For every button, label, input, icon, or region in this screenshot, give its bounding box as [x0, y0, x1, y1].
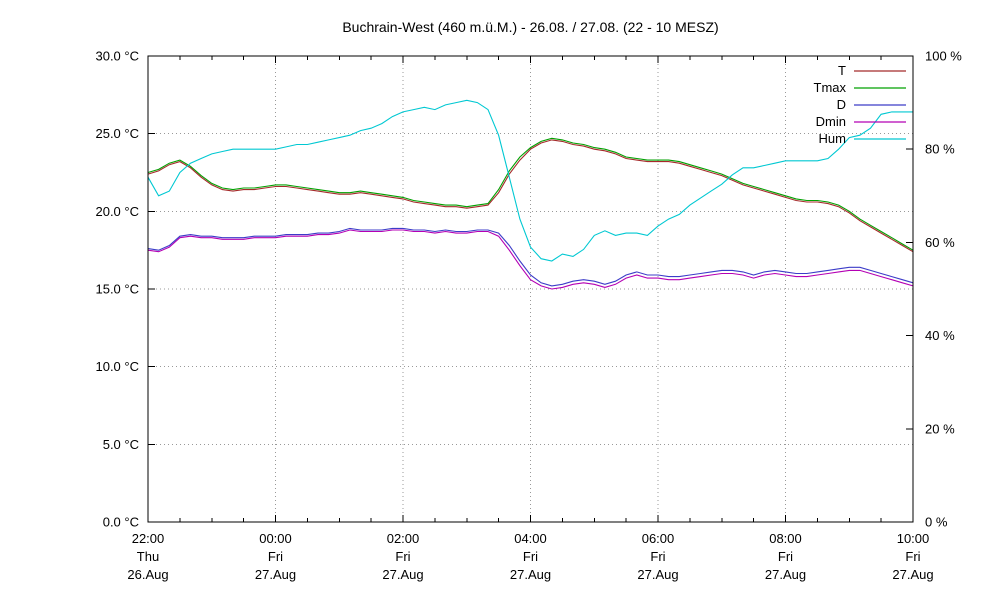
svg-text:Fri: Fri: [905, 549, 920, 564]
svg-text:27.Aug: 27.Aug: [382, 567, 423, 582]
svg-text:Fri: Fri: [650, 549, 665, 564]
series-Dmin: [147, 229, 914, 290]
svg-text:T: T: [838, 63, 846, 78]
svg-text:Tmax: Tmax: [814, 80, 847, 95]
series-T: [147, 139, 914, 253]
svg-text:0.0 °C: 0.0 °C: [103, 515, 139, 530]
svg-text:Dmin: Dmin: [816, 114, 846, 129]
svg-text:08:00: 08:00: [769, 531, 802, 546]
y-axis-left-labels: 0.0 °C 5.0 °C 10.0 °C 15.0 °C 20.0 °C 25.0 °C…: [95, 49, 139, 530]
svg-text:25.0 °C: 25.0 °C: [95, 126, 139, 141]
svg-text:06:00: 06:00: [642, 531, 675, 546]
svg-text:20 %: 20 %: [925, 421, 955, 436]
svg-text:27.Aug: 27.Aug: [892, 567, 933, 582]
svg-text:0 %: 0 %: [925, 515, 948, 530]
svg-text:22:00: 22:00: [132, 531, 165, 546]
svg-text:10.0 °C: 10.0 °C: [95, 359, 139, 374]
svg-text:Thu: Thu: [137, 549, 159, 564]
svg-text:Fri: Fri: [395, 549, 410, 564]
svg-text:40 %: 40 %: [925, 328, 955, 343]
svg-text:Fri: Fri: [523, 549, 538, 564]
svg-text:27.Aug: 27.Aug: [637, 567, 678, 582]
svg-text:60 %: 60 %: [925, 235, 955, 250]
svg-text:D: D: [837, 97, 846, 112]
series-D: [147, 227, 914, 287]
svg-text:5.0 °C: 5.0 °C: [103, 437, 139, 452]
svg-text:26.Aug: 26.Aug: [127, 567, 168, 582]
svg-text:27.Aug: 27.Aug: [255, 567, 296, 582]
svg-text:00:00: 00:00: [259, 531, 292, 546]
svg-text:30.0 °C: 30.0 °C: [95, 49, 139, 64]
svg-text:02:00: 02:00: [387, 531, 420, 546]
svg-text:Fri: Fri: [778, 549, 793, 564]
svg-text:04:00: 04:00: [514, 531, 547, 546]
svg-text:27.Aug: 27.Aug: [765, 567, 806, 582]
series-Tmax: [147, 137, 914, 251]
legend: T Tmax D Dmin Hum: [814, 63, 906, 146]
svg-text:Hum: Hum: [819, 131, 846, 146]
x-axis-labels: 22:00 Thu 26.Aug 00:00 Fri 27.Aug 02:00 Fri 27.A…: [127, 531, 933, 582]
gridlines: [148, 56, 913, 522]
svg-text:10:00: 10:00: [897, 531, 930, 546]
svg-text:Fri: Fri: [268, 549, 283, 564]
y-axis-right-labels: 0 % 20 % 40 % 60 % 80 % 100 %: [925, 49, 962, 530]
svg-text:20.0 °C: 20.0 °C: [95, 204, 139, 219]
svg-text:15.0 °C: 15.0 °C: [95, 282, 139, 297]
svg-text:100 %: 100 %: [925, 49, 962, 64]
series-lines: [147, 99, 914, 290]
plot-border: [147, 55, 914, 523]
svg-text:80 %: 80 %: [925, 142, 955, 157]
svg-text:27.Aug: 27.Aug: [510, 567, 551, 582]
series-Hum: [147, 99, 913, 262]
chart-title: Buchrain-West (460 m.ü.M.) - 26.08. / 27…: [342, 19, 719, 35]
